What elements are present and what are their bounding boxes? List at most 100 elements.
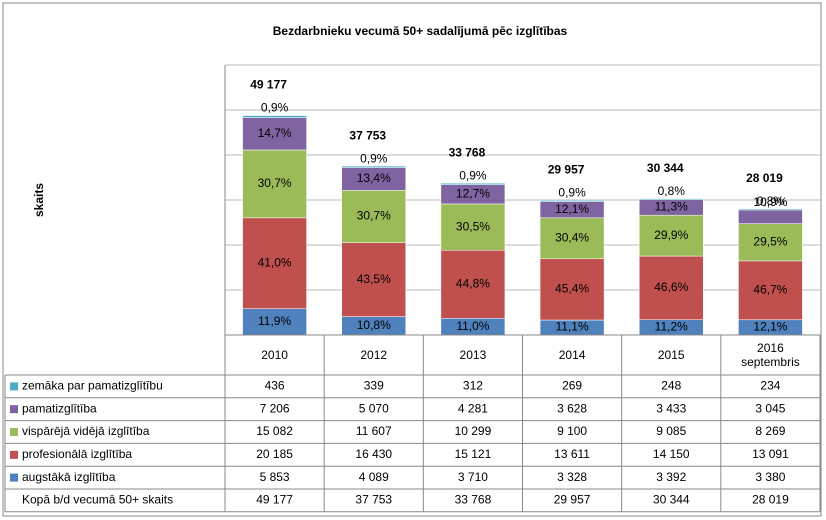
chart-title: Bezdarbnieku vecumā 50+ sadalījumā pēc i… [273,24,568,38]
percent-label: 30,7% [258,176,292,190]
category-cell: 2010 [261,348,288,362]
legend-label: pamatizglītība [22,401,97,415]
x-tick-label: 2016 septembris [741,341,800,369]
bar-segment [539,258,605,321]
bar-segment [639,214,704,257]
table-value: 5 070 [359,401,389,415]
percent-label: 30,4% [555,230,589,244]
table-value: 20 185 [256,447,293,461]
legend-swatch [10,428,18,436]
bar-segment [341,165,406,168]
legend-swatch [10,473,18,482]
percent-label: 45,4% [555,282,589,296]
percent-label: 11,9% [258,314,291,328]
x-tick-label: 2012 [360,348,388,362]
x-tick-label: 2010 [261,348,288,362]
table-value: 15 121 [455,447,492,461]
category-cell: 2012 [360,348,388,362]
bar-segment [639,198,704,200]
percent-label: 11,3% [655,200,688,214]
percent-label: 43,5% [357,272,391,286]
table-value: 13 611 [554,447,590,461]
table-total: 33 768 [455,493,492,507]
total-label: 49 177 [250,78,287,92]
table-total: 49 177 [256,493,293,507]
percent-label: 0,8% [757,194,785,208]
total-label: 33 768 [449,145,486,159]
bar-segment [242,217,307,309]
percent-label: 11,2% [655,320,688,334]
percent-label: 11,1% [556,320,589,334]
table-value: 11 607 [356,424,392,438]
table-total: 28 019 [752,493,789,507]
table-value: 10 299 [455,424,492,438]
percent-label: 13,4% [357,171,391,185]
percent-label: 30,5% [456,219,490,233]
bar-segment [440,203,506,251]
bar-segment [242,308,307,336]
table-total: 30 344 [653,493,690,507]
bar-segment [738,260,803,321]
totals-label: Kopā b/d vecumā 50+ skaits [22,493,173,507]
table-value: 3 380 [755,470,785,484]
legend-label: zemāka par pamatizglītību [22,379,163,393]
y-axis-label: skaits [32,183,46,217]
total-label: 37 753 [349,128,386,142]
percent-label: 46,7% [753,283,787,297]
percent-label: 29,5% [753,234,787,248]
table-value: 436 [265,379,285,393]
bar-segment [440,182,506,185]
bar-segment [738,208,803,211]
category-cell: 2014 [558,348,586,362]
percent-label: 46,6% [654,280,688,294]
bar-segment [738,209,803,224]
x-tick-label: 2015 [657,348,685,362]
table-value: 269 [562,379,582,393]
table-value: 14 150 [653,447,690,461]
percent-label: 12,7% [456,186,490,200]
table-value: 7 206 [260,401,290,415]
x-tick-label: 2014 [558,348,586,362]
legend-swatch [10,450,18,459]
table-value: 339 [364,379,384,393]
table-value: 16 430 [355,447,392,461]
total-label: 29 957 [548,162,585,176]
table-value: 5 853 [260,470,290,484]
bar-segment [341,190,406,243]
table-value: 9 085 [656,424,686,438]
percent-label: 12,1% [555,202,589,216]
table-value: 3 328 [557,470,587,484]
table-value: 13 091 [752,447,789,461]
percent-label: 11,0% [456,319,489,333]
percent-label: 44,8% [456,276,490,290]
bar-segment [341,242,406,317]
category-cell: 2013 [460,348,487,362]
percent-label: 41,0% [258,255,292,269]
table-value: 4 281 [458,401,488,415]
bar-segment [539,200,605,202]
percent-label: 30,7% [357,209,391,223]
table-value: 3 045 [755,401,785,415]
legend-label: profesionālā izglītība [22,447,132,461]
legend-swatch [10,382,18,391]
table-value: 9 100 [557,424,587,438]
percent-label: 0,9% [558,185,586,199]
bar-segment [639,255,704,320]
percent-label: 14,7% [258,126,292,140]
legend-swatch [10,405,18,414]
category-cell: 2016 septembris [741,341,800,369]
bar-segment [242,117,307,151]
total-label: 30 344 [647,161,684,175]
table-total: 29 957 [554,493,591,507]
table-value: 15 082 [256,424,293,438]
table-value: 248 [661,379,681,393]
table-value: 234 [760,379,780,393]
legend-label: augstākā izglītība [22,470,116,484]
bar-segment [242,115,307,118]
table-value: 3 710 [458,470,488,484]
percent-label: 10,9% [753,195,787,209]
bar-segment [440,250,506,319]
percent-label: 0,9% [360,151,388,165]
